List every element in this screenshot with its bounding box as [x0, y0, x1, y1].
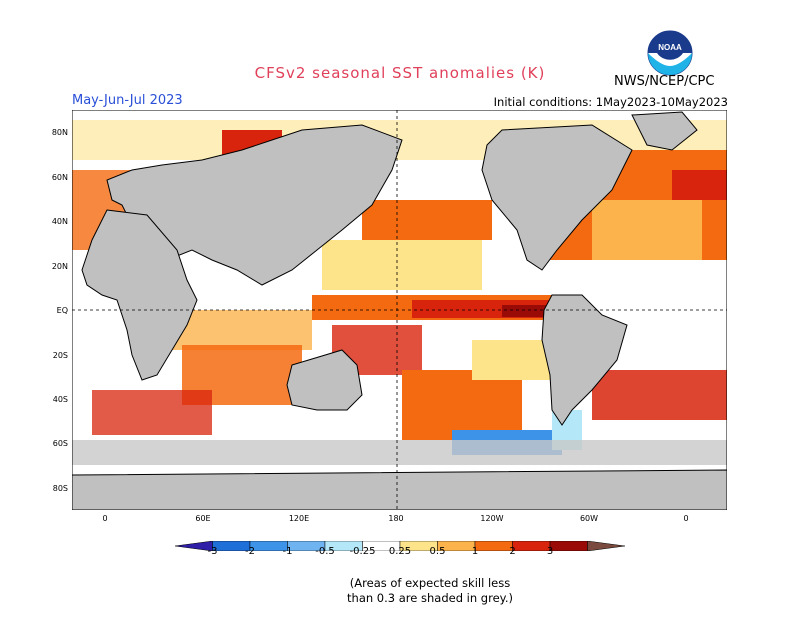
- land-masses: [71, 111, 728, 511]
- lon-label: 0: [102, 514, 108, 523]
- organization-label: NWS/NCEP/CPC: [614, 74, 715, 89]
- lat-label: 40N: [51, 217, 68, 226]
- colorbar-tick-label: 2: [509, 546, 516, 557]
- australia: [286, 349, 363, 411]
- lat-label: 60N: [51, 173, 68, 182]
- svg-text:NOAA: NOAA: [658, 43, 682, 52]
- chart-title: CFSv2 seasonal SST anomalies (K): [254, 64, 546, 82]
- noaa-logo: NOAA: [647, 30, 693, 76]
- colorbar-tick-label: 0.5: [429, 546, 446, 557]
- lat-label: 80S: [52, 484, 68, 493]
- colorbar-tick-label: 3: [546, 546, 554, 557]
- north-america: [481, 124, 633, 271]
- initial-conditions-label: Initial conditions: 1May2023-10May2023: [493, 95, 728, 109]
- lon-label: 0: [683, 514, 689, 523]
- africa: [81, 209, 198, 381]
- lon-label: 60E: [195, 514, 211, 523]
- lat-label: 60S: [52, 439, 68, 448]
- south-america: [541, 294, 628, 426]
- sst-anomaly-map: [71, 109, 728, 514]
- anomaly-fields: [72, 120, 727, 465]
- lat-label: 20N: [51, 262, 68, 271]
- colorbar-tick-label: -1: [282, 546, 293, 557]
- lat-label: 40S: [52, 395, 68, 404]
- eurasia: [106, 124, 403, 286]
- lat-label: EQ: [56, 306, 68, 315]
- lon-label: 180: [388, 514, 404, 523]
- lat-label: 80N: [51, 128, 68, 137]
- colorbar-tick-label: -0.5: [315, 546, 335, 557]
- colorbar: [174, 536, 626, 555]
- skill-note-line1: (Areas of expected skill less: [349, 576, 511, 590]
- lon-label: 60W: [579, 514, 599, 523]
- colorbar-tick-label: -2: [245, 546, 255, 557]
- lon-label: 120E: [288, 514, 310, 523]
- antarctica: [71, 469, 728, 511]
- colorbar-swatch: [587, 540, 626, 552]
- greenland: [631, 111, 698, 151]
- lon-label: 120W: [480, 514, 504, 523]
- colorbar-tick-label: 0.25: [388, 546, 412, 557]
- skill-note-line2: than 0.3 are shaded in grey.): [347, 591, 513, 605]
- colorbar-tick-label: -3: [207, 546, 218, 557]
- colorbar-tick-label: -0.25: [349, 546, 376, 557]
- lat-label: 20S: [52, 351, 68, 360]
- colorbar-tick-label: 1: [471, 546, 479, 557]
- season-label: May-Jun-Jul 2023: [72, 93, 183, 108]
